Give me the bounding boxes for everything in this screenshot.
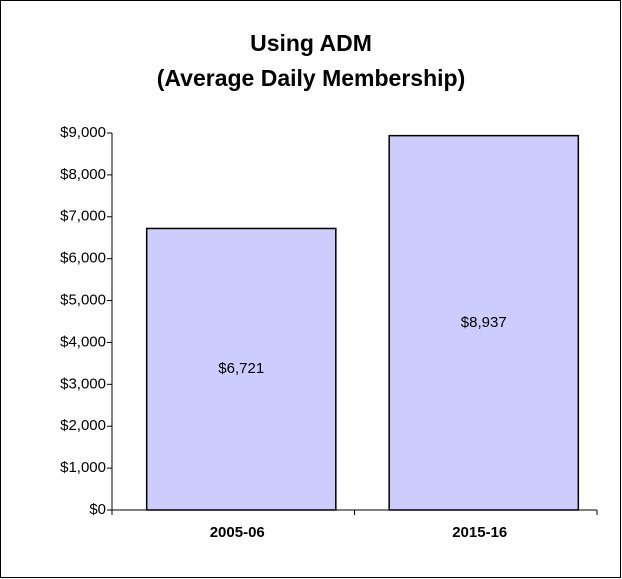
chart-title: Using ADM <box>250 30 372 56</box>
bar <box>145 227 337 511</box>
data-label: $6,721 <box>218 360 264 377</box>
y-tick-label: $4,000 <box>60 333 106 350</box>
data-label: $8,937 <box>461 314 507 331</box>
chart-subtitle: (Average Daily Membership) <box>157 65 465 91</box>
y-tick-label: $2,000 <box>60 417 106 434</box>
y-tick-label: $8,000 <box>60 166 106 183</box>
y-tick-label: $0 <box>89 501 106 518</box>
x-tick-label: 2015-16 <box>452 524 507 541</box>
y-tick-label: $6,000 <box>60 250 106 267</box>
y-tick-label: $5,000 <box>60 292 106 309</box>
y-tick-label: $7,000 <box>60 208 106 225</box>
y-tick-label: $1,000 <box>60 459 106 476</box>
bar <box>388 134 580 511</box>
y-tick-label: $3,000 <box>60 375 106 392</box>
x-tick-label: 2005-06 <box>210 524 265 541</box>
y-tick-label: $9,000 <box>60 124 106 141</box>
